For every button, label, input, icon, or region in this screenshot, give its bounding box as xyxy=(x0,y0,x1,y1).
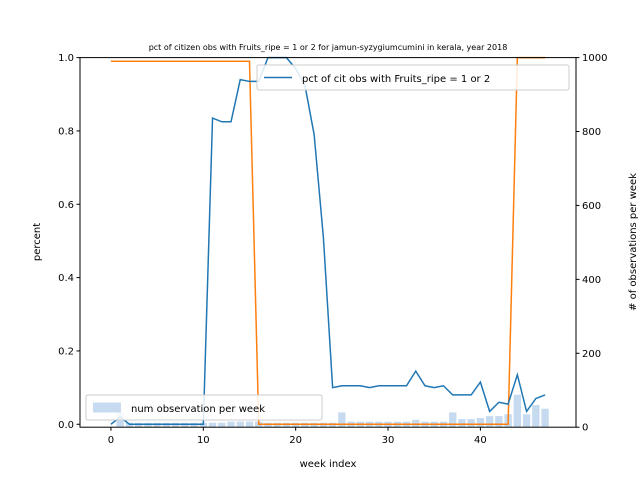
pct-line-group xyxy=(111,58,545,425)
y-left-tick-label: 1.0 xyxy=(58,53,74,64)
y-left-tick-label: 0.8 xyxy=(58,126,74,137)
y-right-tick-label: 600 xyxy=(582,201,601,212)
bar-week-39 xyxy=(467,419,474,427)
legend-line-label: pct of cit obs with Fruits_ripe = 1 or 2 xyxy=(302,74,490,85)
legend-bar-label: num observation per week xyxy=(131,404,265,415)
step-line-group xyxy=(111,58,545,425)
bar-week-12 xyxy=(218,423,225,427)
bar-week-46 xyxy=(532,405,539,427)
plot-frame xyxy=(80,58,576,428)
bar-week-33 xyxy=(412,420,419,427)
y-right-tick-label: 1000 xyxy=(582,53,607,64)
x-tick-label: 10 xyxy=(197,435,210,446)
y-right-tick-label: 200 xyxy=(582,349,601,360)
y-right-tick-label: 0 xyxy=(582,423,588,434)
bar-week-13 xyxy=(227,422,234,428)
legend-bar-swatch xyxy=(93,403,121,413)
y-axis-left-label: percent xyxy=(32,223,43,261)
bar-week-42 xyxy=(495,416,502,427)
y-left-tick-label: 0.6 xyxy=(58,200,74,211)
bar-week-14 xyxy=(237,422,244,428)
bar-week-41 xyxy=(486,416,493,427)
y-axis-left: 0.0 0.2 0.4 0.6 0.8 1.0 xyxy=(58,53,80,431)
bar-week-15 xyxy=(246,422,253,428)
y-right-tick-label: 400 xyxy=(582,275,601,286)
x-tick-label: 40 xyxy=(474,435,487,446)
chart-title: pct of citizen obs with Fruits_ripe = 1 … xyxy=(149,43,508,52)
x-axis: 0 10 20 30 40 xyxy=(108,427,487,446)
y-axis-right-label: # of observations per week xyxy=(628,173,639,311)
bar-week-40 xyxy=(477,418,484,427)
y-right-tick-label: 800 xyxy=(582,127,601,138)
x-axis-label: week index xyxy=(300,459,357,470)
bar-week-38 xyxy=(458,419,465,427)
y-left-tick-label: 0.2 xyxy=(58,346,74,357)
legend-bar: num observation per week xyxy=(86,395,322,420)
bar-week-47 xyxy=(541,409,548,427)
x-tick-label: 20 xyxy=(289,435,302,446)
x-tick-label: 0 xyxy=(108,435,114,446)
pct-line xyxy=(111,58,545,425)
step-line xyxy=(111,58,545,425)
bar-week-11 xyxy=(209,423,216,427)
bar-week-45 xyxy=(523,414,530,427)
x-tick-label: 30 xyxy=(382,435,395,446)
legend-line: pct of cit obs with Fruits_ripe = 1 or 2 xyxy=(257,65,569,90)
y-axis-right: 0 200 400 600 800 1000 xyxy=(576,53,607,434)
bar-week-44 xyxy=(514,395,521,428)
y-left-tick-label: 0.4 xyxy=(58,273,74,284)
y-left-tick-label: 0.0 xyxy=(58,420,74,431)
